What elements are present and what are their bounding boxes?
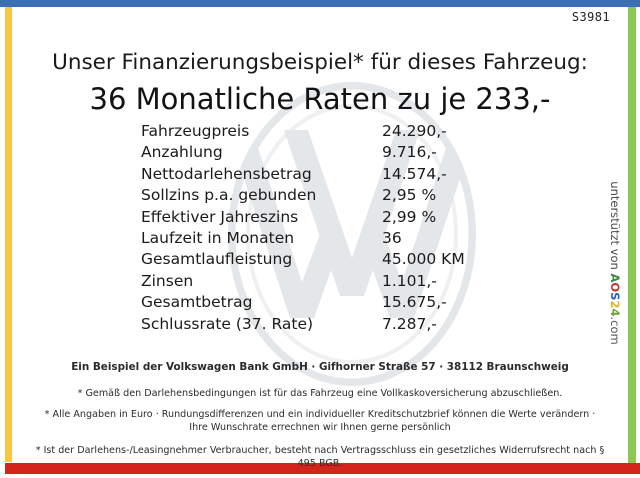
disclaimer-withdrawal: * Ist der Darlehens-/Leasingnehmer Verbr… <box>35 444 605 469</box>
left-border-stripe <box>5 7 12 462</box>
sponsor-suffix: .com <box>607 316 622 345</box>
top-border-stripe <box>0 0 640 7</box>
table-row: Anzahlung 9.716,- <box>141 142 501 163</box>
fact-label: Anzahlung <box>141 143 223 162</box>
fact-label: Gesamtlaufleistung <box>141 250 293 269</box>
table-row: Schlussrate (37. Rate) 7.287,- <box>141 314 501 335</box>
fact-value: 1.101,- <box>382 271 437 290</box>
bank-address: Ein Beispiel der Volkswagen Bank GmbH · … <box>71 361 569 373</box>
headline-rate: 36 Monatliche Raten zu je 233,- <box>89 82 551 116</box>
sponsor-prefix: unterstützt von <box>607 181 622 274</box>
fact-value: 2,95 % <box>382 186 437 205</box>
fact-value: 7.287,- <box>382 314 437 333</box>
fact-label: Schlussrate (37. Rate) <box>141 314 314 333</box>
aos24-logo-digit-2: 2 <box>607 300 622 309</box>
fact-label: Sollzins p.a. gebunden <box>141 186 317 205</box>
table-row: Nettodarlehensbetrag 14.574,- <box>141 164 501 185</box>
table-row: Zinsen 1.101,- <box>141 271 501 292</box>
aos24-logo-digit-4: 4 <box>607 308 622 317</box>
disclaimer-insurance: * Gemäß den Darlehensbedingungen ist für… <box>77 388 563 399</box>
fact-label: Nettodarlehensbetrag <box>141 164 312 183</box>
fact-label: Gesamtbetrag <box>141 293 253 312</box>
fact-value: 2,99 % <box>382 207 437 226</box>
aos24-logo-letter-s: S <box>607 292 622 301</box>
fact-value: 14.574,- <box>382 164 447 183</box>
table-row: Effektiver Jahreszins 2,99 % <box>141 207 501 228</box>
footer-disclaimers: Ein Beispiel der Volkswagen Bank GmbH · … <box>20 360 620 470</box>
table-row: Gesamtlaufleistung 45.000 KM <box>141 249 501 270</box>
table-row: Sollzins p.a. gebunden 2,95 % <box>141 185 501 206</box>
table-row: Gesamtbetrag 15.675,- <box>141 292 501 313</box>
aos24-logo-letter-o: O <box>607 282 622 293</box>
fact-value: 45.000 KM <box>382 250 465 269</box>
right-border-stripe <box>628 7 636 464</box>
table-row: Fahrzeugpreis 24.290,- <box>141 121 501 142</box>
headline-subtitle: Unser Finanzierungsbeispiel* für dieses … <box>52 50 588 75</box>
fact-label: Zinsen <box>141 271 194 290</box>
sponsor-credit-text: unterstützt von AOS24.com <box>607 181 622 345</box>
fact-value: 15.675,- <box>382 293 447 312</box>
sponsor-credit: unterstützt von AOS24.com <box>604 168 624 358</box>
fact-value: 9.716,- <box>382 143 437 162</box>
table-row: Laufzeit in Monaten 36 <box>141 228 501 249</box>
fact-value: 24.290,- <box>382 122 447 140</box>
fact-value: 36 <box>382 228 402 247</box>
bottom-border-stripe <box>5 463 640 474</box>
financing-facts-table: Fahrzeugpreis 24.290,- Anzahlung 9.716,-… <box>141 121 501 335</box>
fact-label: Effektiver Jahreszins <box>141 207 299 226</box>
disclaimer-currency: * Alle Angaben in Euro · Rundungsdiffere… <box>44 409 596 434</box>
aos24-logo-letter-a: A <box>607 273 622 283</box>
fact-label: Laufzeit in Monaten <box>141 228 295 247</box>
stock-code: S3981 <box>571 10 610 24</box>
fact-label: Fahrzeugpreis <box>141 122 250 140</box>
